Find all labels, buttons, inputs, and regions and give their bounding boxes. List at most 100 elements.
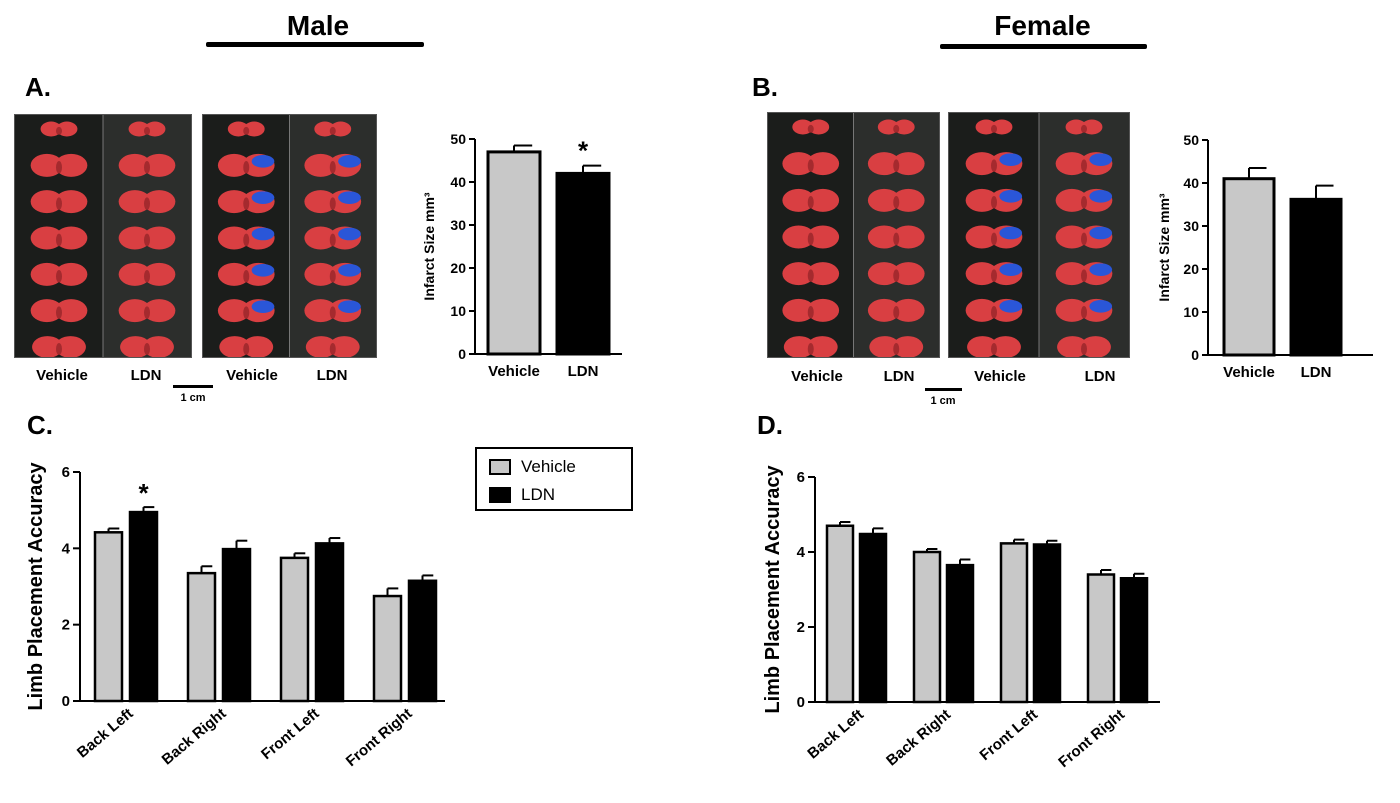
x-tick-label: Front Left — [258, 705, 323, 763]
significance-marker: * — [138, 478, 149, 508]
infarct-region — [999, 263, 1023, 276]
brain-slice — [1055, 152, 1089, 176]
y-tick-label: 30 — [1183, 218, 1199, 234]
chart-a-infarct-male: 0 10 20 30 40 50 Infarct Size mm³ Vehicle * LDN — [421, 131, 622, 380]
brain-slice-midline — [243, 306, 250, 319]
panel-label-d: D. — [757, 410, 783, 440]
photo-label-ldn: LDN — [883, 368, 915, 385]
brain-slice — [304, 226, 337, 250]
brain-slice-midline — [243, 270, 250, 283]
brain-photo-female-untraced — [767, 112, 940, 358]
brain-slice — [305, 336, 337, 357]
brain-slice — [965, 262, 999, 286]
brain-slice — [867, 188, 901, 212]
legend-swatch-vehicle — [489, 459, 511, 475]
brain-slice — [30, 153, 64, 177]
scale-bar-label: 1 cm — [180, 392, 206, 404]
infarct-region — [251, 263, 275, 277]
brain-slice — [30, 299, 64, 323]
y-tick-label: 50 — [450, 131, 466, 147]
brain-slice — [965, 152, 999, 176]
brain-slice — [806, 152, 840, 176]
brain-slice — [965, 225, 999, 249]
brain-slice — [54, 262, 88, 286]
brain-slice — [219, 336, 251, 357]
brain-slice-midline — [56, 197, 62, 210]
brain-slice-midline — [144, 233, 150, 247]
bar — [279, 556, 310, 703]
brain-slice — [782, 152, 815, 176]
y-tick-label: 40 — [450, 174, 466, 190]
brain-slice — [806, 225, 840, 249]
y-tick-label: 0 — [62, 693, 70, 710]
brain-slice — [217, 299, 251, 323]
photo-label-vehicle: Vehicle — [226, 367, 278, 384]
brain-slice-midline — [893, 269, 900, 282]
legend: Vehicle LDN — [475, 447, 633, 511]
brain-slice-midline — [807, 124, 814, 134]
brain-slice-midline — [56, 233, 62, 247]
infarct-region — [1089, 263, 1113, 276]
brain-slice-midline — [56, 270, 62, 283]
brain-slice-midline — [893, 196, 900, 209]
brain-slice — [892, 188, 925, 212]
infarct-region — [1089, 226, 1113, 240]
brain-slice — [869, 336, 901, 357]
brain-slice — [55, 336, 86, 357]
brain-slice — [217, 153, 251, 177]
brain-slice-midline — [893, 124, 900, 134]
brain-slice — [782, 188, 815, 212]
brain-slice — [217, 262, 251, 286]
bar — [999, 542, 1029, 704]
photo-label-ldn: LDN — [316, 367, 348, 384]
x-tick-label: Back Left — [74, 705, 137, 761]
bar — [945, 563, 975, 704]
brain-slice-midline — [56, 306, 62, 319]
brain-slice-midline — [56, 342, 62, 356]
brain-slice-midline — [56, 161, 62, 174]
brain-slice-midline — [243, 197, 250, 210]
brain-slice — [118, 190, 152, 214]
brain-slice — [892, 262, 925, 286]
brain-slice-midline — [144, 342, 150, 356]
brain-slice-midline — [991, 269, 997, 282]
bar — [825, 524, 855, 704]
brain-slice — [892, 298, 925, 322]
y-tick-label: 30 — [450, 217, 466, 233]
brain-photo-female-traced — [948, 112, 1130, 358]
brain-slice — [782, 298, 815, 322]
brain-slice — [892, 152, 925, 176]
panel-label-c: C. — [27, 410, 53, 440]
infarct-region — [999, 226, 1023, 240]
brain-slice — [54, 299, 88, 323]
brain-slice-midline — [329, 270, 336, 283]
infarct-region — [251, 227, 275, 241]
brain-slice — [782, 262, 815, 286]
infarct-region — [1089, 189, 1113, 203]
brain-photo-male-untraced — [14, 114, 192, 358]
brain-slice-midline — [807, 159, 814, 172]
brain-slice-midline — [807, 306, 814, 319]
brain-slice-midline — [893, 232, 900, 246]
brain-slice-midline — [144, 126, 150, 136]
brain-slice-midline — [807, 342, 814, 356]
photo-label-vehicle: Vehicle — [36, 367, 88, 384]
infarct-region — [1089, 153, 1113, 166]
brain-slice — [242, 336, 274, 357]
brain-slice — [304, 153, 337, 177]
brain-slice — [806, 262, 840, 286]
y-tick-label: 4 — [797, 544, 806, 561]
brain-slice — [806, 336, 838, 357]
photo-label-ldn: LDN — [1084, 368, 1116, 385]
infarct-region — [251, 191, 275, 204]
brain-slice — [1055, 262, 1089, 286]
brain-slice-midline — [56, 126, 62, 136]
brain-slice — [120, 336, 151, 357]
photo-label-vehicle: Vehicle — [791, 368, 843, 385]
brain-slice-midline — [329, 306, 336, 319]
brain-slice — [118, 262, 152, 286]
y-tick-label: 0 — [797, 694, 805, 711]
bar — [1086, 573, 1116, 704]
infarct-region — [251, 154, 275, 168]
infarct-region — [1089, 299, 1113, 313]
